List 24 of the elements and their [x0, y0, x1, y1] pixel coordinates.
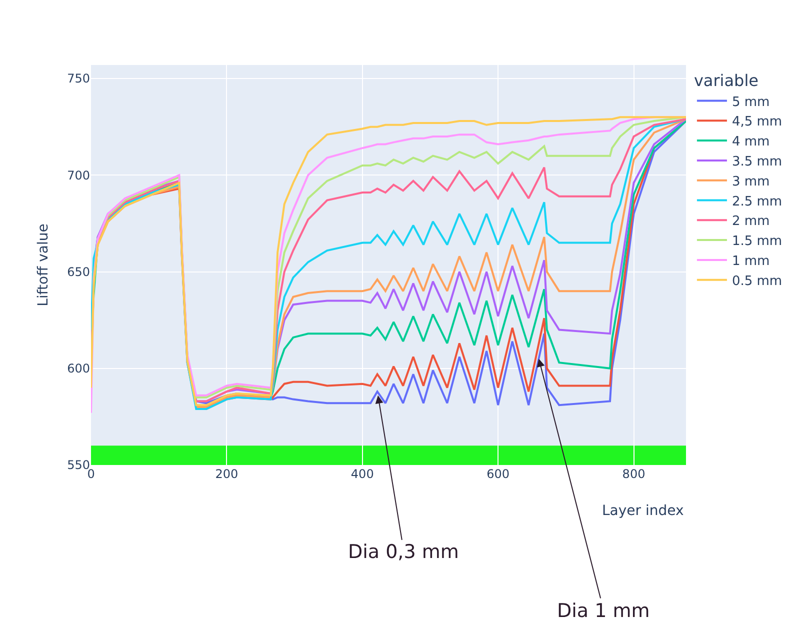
y-tick-label: 700 [67, 168, 90, 182]
x-tick-label: 0 [87, 467, 95, 481]
legend-label: 4 mm [732, 134, 770, 150]
y-tick-label: 750 [67, 72, 90, 86]
x-tick-label: 800 [622, 467, 646, 481]
legend-label: 0.5 mm [732, 274, 782, 289]
legend-label: 2 mm [732, 214, 770, 230]
y-tick-label: 600 [67, 362, 90, 376]
legend-label: 3 mm [732, 174, 770, 190]
annotation: Dia 0,3 mm [348, 541, 459, 563]
legend-label: 1.5 mm [732, 234, 782, 250]
y-axis-title: Liftoff value [36, 224, 52, 306]
legend-label: 1 mm [732, 254, 770, 270]
x-tick-label: 400 [350, 467, 374, 481]
annotation: Dia 1 mm [557, 600, 650, 622]
x-tick-label: 600 [486, 467, 510, 481]
y-tick-label: 650 [67, 264, 90, 279]
legend-label: 2.5 mm [732, 194, 782, 210]
legend-label: 4,5 mm [732, 114, 782, 130]
x-tick-label: 200 [215, 467, 238, 481]
legend-label: 5 mm [732, 94, 770, 110]
legend-title: variable [694, 70, 758, 90]
legend-label: 3.5 mm [732, 154, 782, 170]
x-axis-title: Layer index [602, 503, 684, 519]
